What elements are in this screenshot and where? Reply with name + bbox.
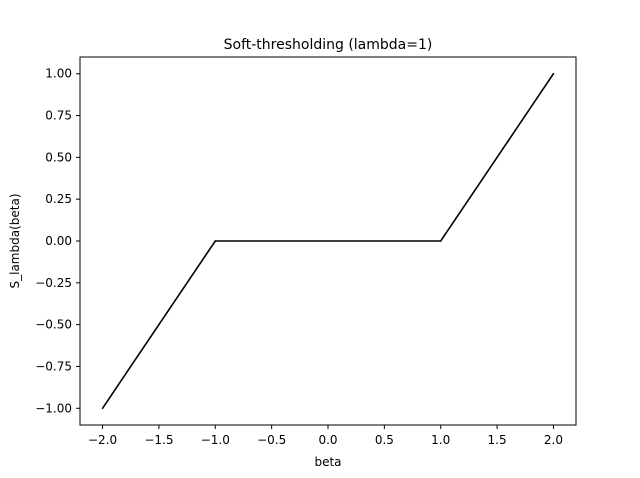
y-tick-label: 0.00 [45,234,72,248]
data-point [214,240,217,242]
y-tick-label: 0.25 [45,192,72,206]
y-tick-label: −0.50 [35,318,72,332]
series-layer [101,72,555,410]
x-tick-label: −2.0 [88,433,117,447]
y-tick-label: −1.00 [35,401,72,415]
x-tick-label: 1.0 [431,433,450,447]
x-axis-ticks: −2.0 −1.5 −1.0 −0.5 0.0 0.5 1.0 1.5 2.0 [88,425,563,447]
y-axis-label: S_lambda(beta) [8,193,22,288]
y-tick-label: 0.75 [45,109,72,123]
y-tick-label: −0.75 [35,359,72,373]
x-tick-label: −1.5 [144,433,173,447]
plot-frame [79,56,577,426]
y-axis-ticks: −1.00 −0.75 −0.50 −0.25 0.00 0.25 0.50 0.75 1.00 [35,67,80,415]
x-axis-label: beta [314,455,341,469]
data-point [101,407,104,410]
x-tick-label: −0.5 [257,433,286,447]
y-tick-label: −0.25 [35,276,72,290]
x-tick-label: 0.0 [318,433,337,447]
x-tick-label: 0.5 [375,433,394,447]
x-tick-label: −1.0 [201,433,230,447]
chart-title: Soft-thresholding (lambda=1) [224,37,433,53]
y-tick-label: 1.00 [45,67,72,81]
data-point [439,240,442,242]
y-tick-label: 0.50 [45,150,72,164]
data-point [552,72,555,75]
x-tick-label: 1.5 [488,433,507,447]
x-tick-label: 2.0 [544,433,563,447]
series-line-0 [101,73,555,409]
